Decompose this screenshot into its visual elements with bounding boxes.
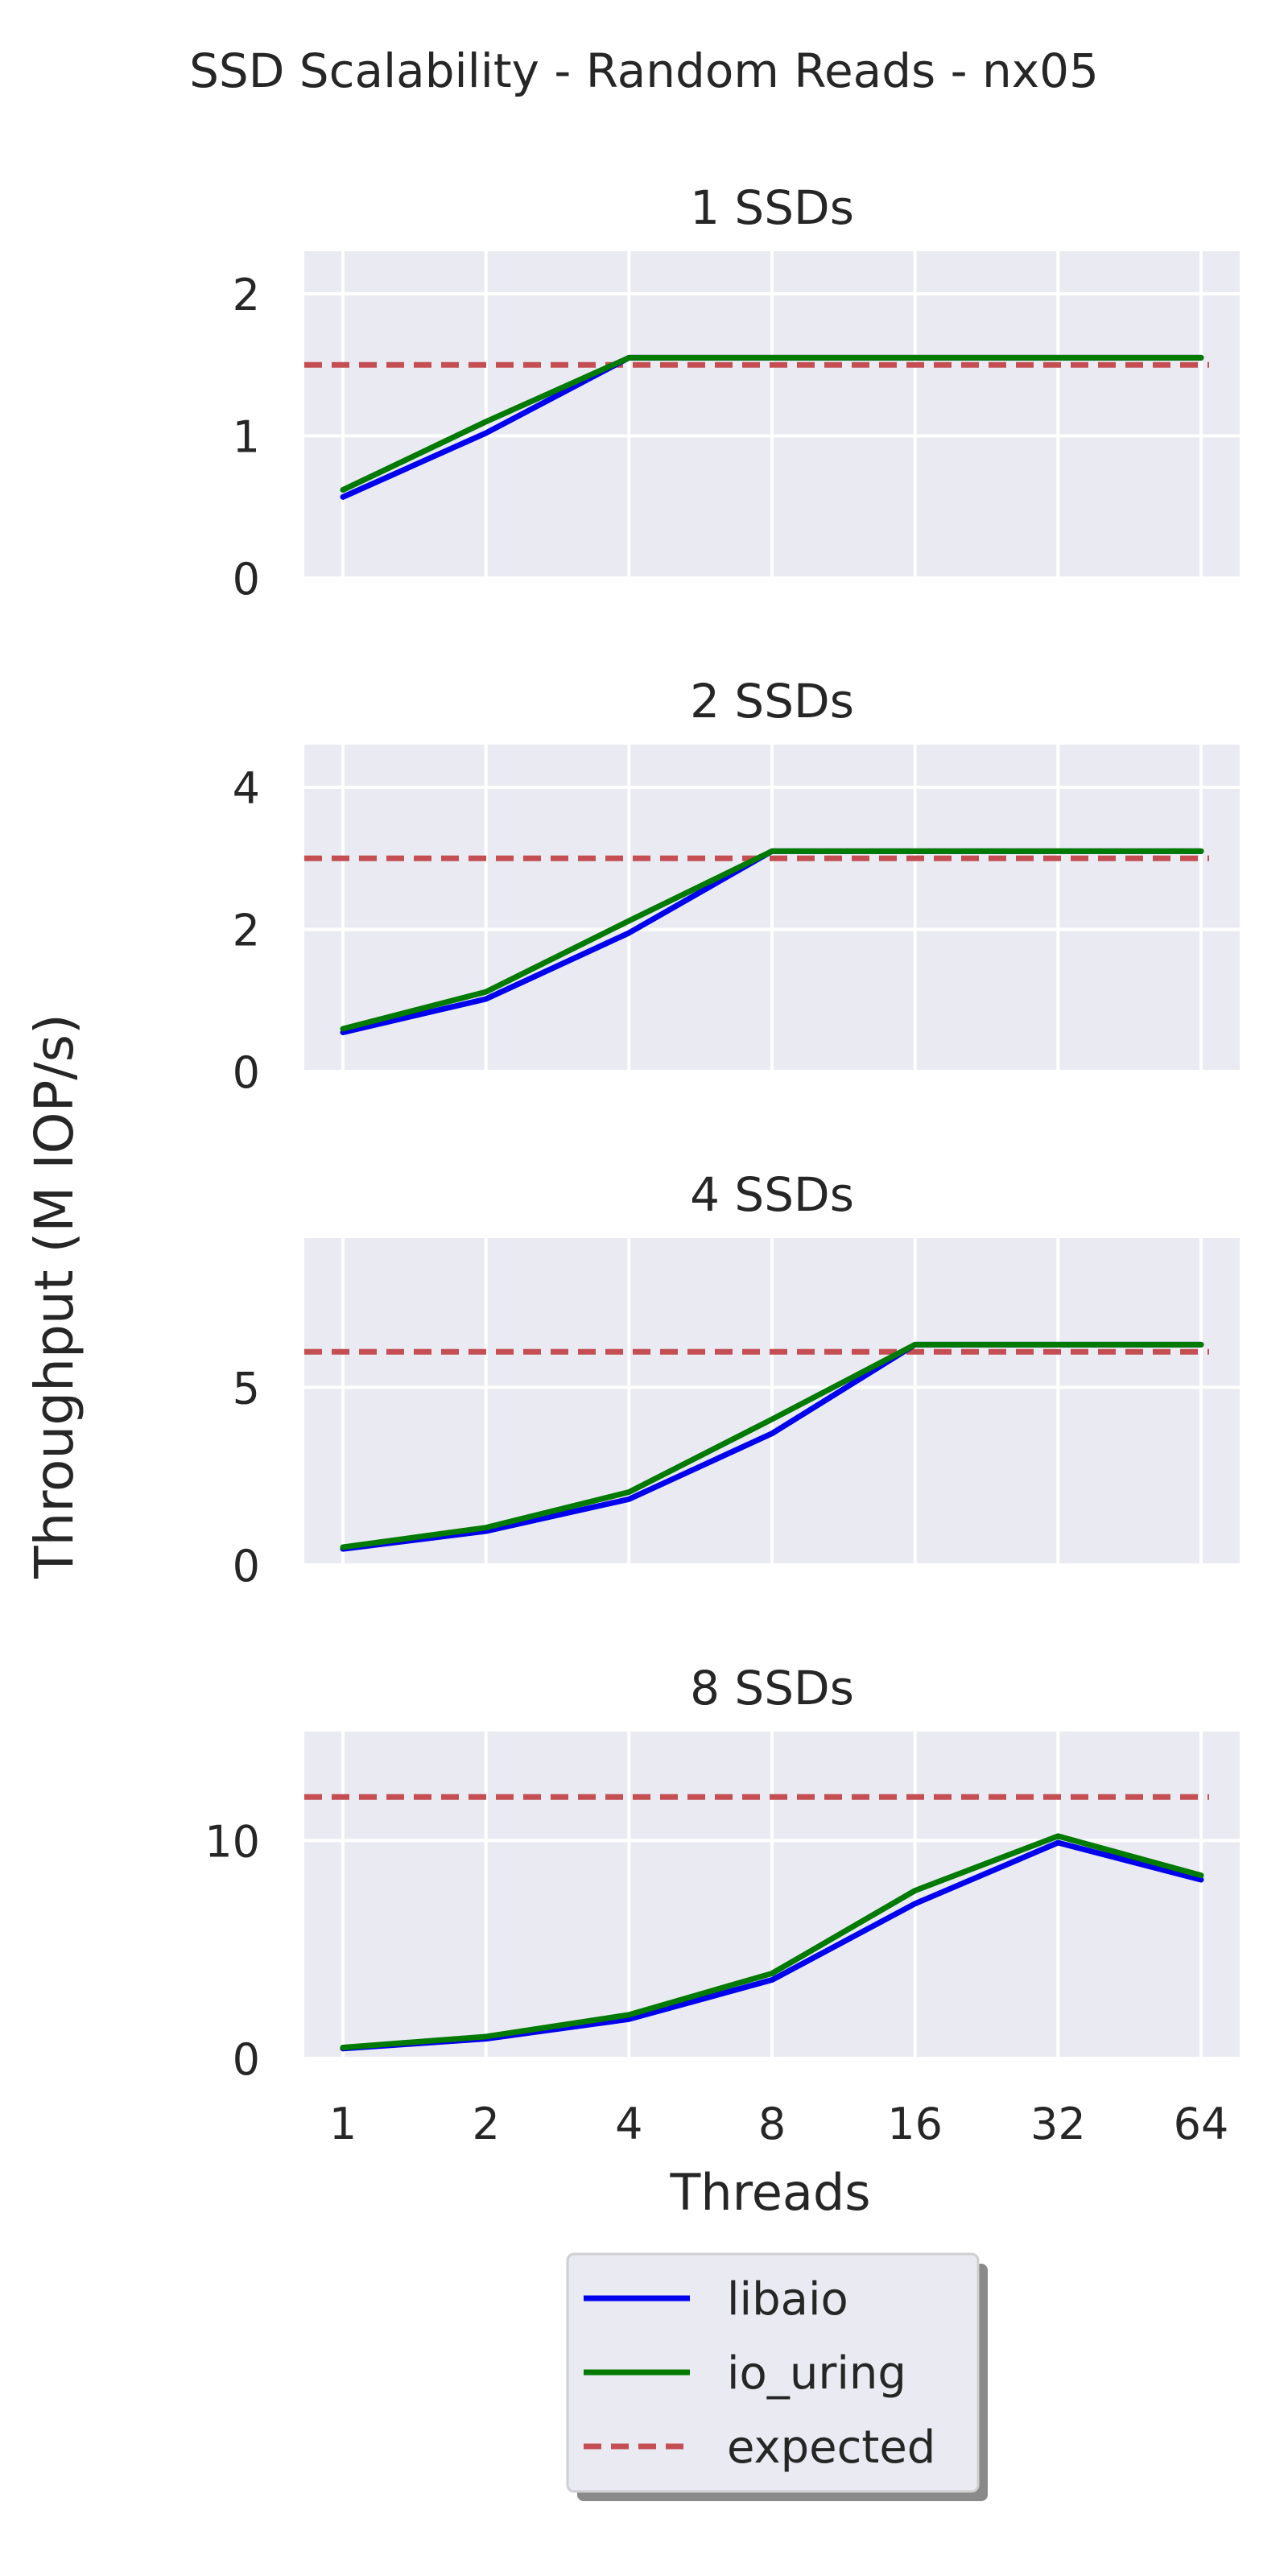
data-point-io-uring	[1057, 1835, 1059, 1837]
y-tick-label: 10	[204, 1816, 260, 1867]
x-tick-label: 8	[758, 2099, 786, 2149]
subplot-title: 2 SSDs	[690, 674, 854, 729]
x-tick-label: 4	[615, 2099, 642, 2149]
x-tick-label: 32	[1030, 2099, 1086, 2149]
data-point-io-uring	[1057, 850, 1059, 852]
x-axis-label: Threads	[669, 2163, 870, 2222]
data-point-io-uring	[485, 421, 487, 423]
data-point-io-uring	[1057, 357, 1059, 358]
y-tick-label: 0	[233, 1541, 260, 1591]
data-point-libaio	[771, 1979, 773, 1981]
data-point-io-uring	[914, 1890, 916, 1892]
data-point-libaio	[771, 1433, 773, 1435]
legend-box	[566, 2252, 980, 2493]
y-tick-label: 0	[233, 1047, 260, 1098]
figure-title: SSD Scalability - Random Reads - nx05	[189, 43, 1099, 98]
legend-label: io_uring	[727, 2347, 906, 2400]
x-tick-label: 16	[887, 2099, 943, 2149]
subplot-2: 0 2 4 2 SSDs	[233, 674, 1240, 1098]
data-point-io-uring	[628, 920, 630, 922]
x-tick-label: 64	[1174, 2099, 1229, 2149]
data-point-io-uring	[771, 1972, 773, 1974]
data-point-io-uring	[1200, 1875, 1202, 1876]
data-point-io-uring	[771, 1418, 773, 1420]
subplot-title: 8 SSDs	[690, 1661, 854, 1715]
y-tick-label: 2	[233, 270, 260, 320]
data-point-io-uring	[1057, 1344, 1059, 1345]
subplot-title: 4 SSDs	[690, 1167, 854, 1222]
data-point-io-uring	[485, 2036, 487, 2037]
y-tick-label: 4	[233, 763, 260, 814]
data-point-io-uring	[342, 1028, 344, 1030]
data-point-io-uring	[485, 991, 487, 993]
subplot-4: 0 10 8 SSDs 1 2 4 8 16 32 64	[204, 1661, 1240, 2149]
y-tick-label: 1	[233, 411, 260, 462]
legend-label: expected	[727, 2421, 935, 2474]
data-point-libaio	[485, 998, 487, 1000]
subplot-title: 1 SSDs	[690, 180, 854, 235]
data-point-io-uring	[771, 850, 773, 852]
data-point-libaio	[628, 2018, 630, 2020]
subplot-1: 0 1 2 1 SSDs	[233, 180, 1240, 605]
data-point-io-uring	[771, 357, 773, 358]
data-point-io-uring	[1200, 1344, 1202, 1345]
legend-label: libaio	[727, 2273, 848, 2326]
data-point-io-uring	[485, 1527, 487, 1529]
data-point-io-uring	[342, 1546, 344, 1548]
data-point-io-uring	[628, 2014, 630, 2016]
subplot-3: 0 5 4 SSDs	[233, 1167, 1240, 1591]
x-tick-label: 2	[472, 2099, 499, 2149]
data-point-libaio	[485, 432, 487, 434]
data-point-io-uring	[1200, 357, 1202, 358]
data-point-libaio	[628, 1498, 630, 1500]
y-tick-label: 5	[233, 1363, 260, 1414]
data-point-io-uring	[342, 2046, 344, 2048]
data-point-io-uring	[1200, 850, 1202, 852]
data-point-libaio	[485, 1530, 487, 1532]
data-point-io-uring	[342, 489, 344, 491]
data-point-libaio	[914, 1903, 916, 1905]
y-tick-label: 0	[233, 554, 260, 605]
subplots: 0 1 2 1 SSDs 0 2 4 2 SSDs 0 5 4 SSDs 0 10 8 SSDs 1 2 4 8 1…	[204, 180, 1240, 2149]
data-point-io-uring	[914, 357, 916, 358]
data-point-libaio	[628, 932, 630, 934]
y-tick-label: 0	[233, 2034, 260, 2085]
y-axis-label: Throughput (M IOP/s)	[23, 1013, 85, 1579]
data-point-io-uring	[628, 357, 630, 358]
y-tick-label: 2	[233, 905, 260, 956]
data-point-libaio	[342, 1031, 344, 1033]
data-point-io-uring	[914, 1344, 916, 1345]
legend: libaio io_uring expected	[566, 2252, 988, 2501]
data-point-io-uring	[914, 850, 916, 852]
x-tick-label: 1	[329, 2099, 357, 2149]
